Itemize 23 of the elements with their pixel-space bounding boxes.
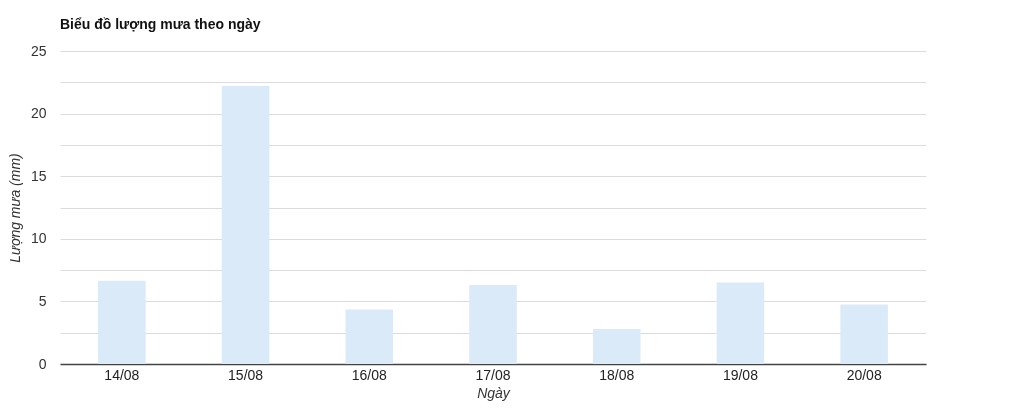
x-tick-label: 18/08: [599, 366, 635, 383]
y-tick-label: 15: [30, 167, 47, 184]
bar: [98, 280, 146, 364]
chart-title: Biểu đồ lượng mưa theo ngày: [60, 16, 261, 32]
bar: [716, 282, 765, 364]
bar: [345, 309, 394, 364]
y-tick-label: 0: [38, 355, 47, 372]
x-tick-label: 19/08: [722, 366, 759, 383]
y-tick-label: 25: [30, 42, 47, 59]
x-tick-label: 14/08: [104, 366, 140, 383]
bar: [221, 86, 270, 364]
y-tick-label: 10: [30, 230, 47, 247]
y-axis-title: Lượng mưa (mm): [6, 153, 23, 263]
bar: [592, 328, 641, 364]
y-tick-label: 20: [30, 105, 47, 122]
x-axis-title: Ngày: [477, 384, 511, 401]
x-tick-label: 17/08: [475, 366, 511, 383]
y-tick-label: 5: [38, 292, 47, 309]
x-tick-label: 20/08: [846, 366, 882, 383]
bar: [469, 285, 517, 364]
x-tick-label: 15/08: [228, 366, 264, 383]
x-tick-label: 16/08: [351, 366, 388, 383]
bar: [840, 304, 888, 364]
